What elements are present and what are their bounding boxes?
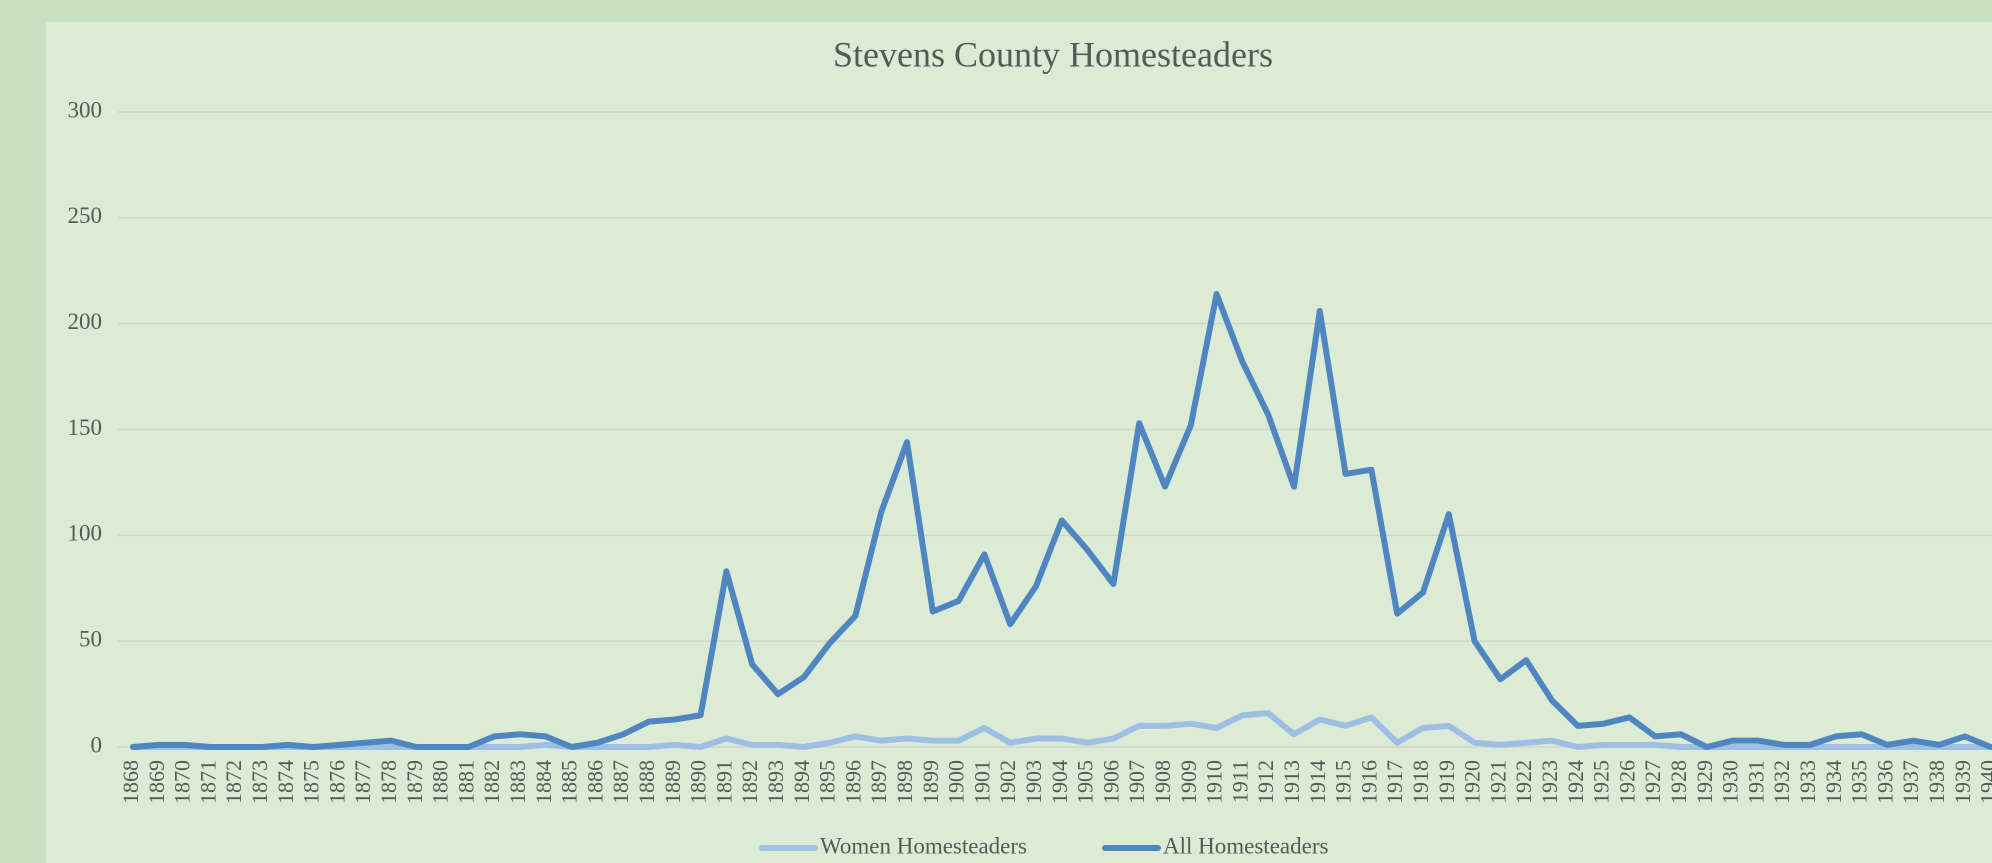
x-tick-label: 1881 [453,760,478,804]
x-tick-label: 1936 [1872,760,1897,804]
x-tick-label: 1899 [918,760,943,804]
x-tick-label: 1903 [1021,760,1046,804]
x-tick-label: 1938 [1924,760,1949,804]
x-tick-label: 1917 [1382,760,1407,804]
y-tick-label: 50 [79,626,102,651]
x-tick-label: 1901 [969,760,994,804]
x-tick-label: 1890 [686,760,711,804]
x-tick-label: 1932 [1769,760,1794,804]
x-tick-label: 1897 [866,760,891,804]
x-tick-label: 1925 [1589,760,1614,804]
x-tick-label: 1896 [840,760,865,804]
x-tick-label: 1888 [634,760,659,804]
x-tick-label: 1898 [892,760,917,804]
x-tick-label: 1905 [1073,760,1098,804]
x-tick-label: 1940 [1976,760,1992,804]
x-tick-label: 1916 [1356,760,1381,804]
x-tick-label: 1872 [221,760,246,804]
x-tick-label: 1911 [1227,760,1252,803]
x-tick-label: 1874 [273,760,298,804]
x-tick-label: 1907 [1124,760,1149,804]
x-tick-label: 1883 [505,760,530,804]
x-tick-label: 1871 [195,760,220,804]
y-tick-label: 200 [68,309,103,334]
y-tick-label: 150 [68,415,103,440]
x-tick-label: 1908 [1150,760,1175,804]
y-tick-label: 100 [68,521,103,546]
x-tick-label: 1913 [1279,760,1304,804]
x-tick-label: 1876 [324,760,349,804]
x-tick-label: 1918 [1408,760,1433,804]
x-tick-label: 1887 [608,760,633,804]
x-tick-label: 1885 [557,760,582,804]
x-tick-label: 1910 [1202,760,1227,804]
x-tick-label: 1921 [1485,760,1510,804]
x-tick-label: 1922 [1511,760,1536,804]
x-tick-label: 1926 [1614,760,1639,804]
x-tick-label: 1902 [995,760,1020,804]
x-tick-label: 1873 [247,760,272,804]
x-tick-label: 1930 [1718,760,1743,804]
x-tick-label: 1909 [1176,760,1201,804]
x-tick-label: 1937 [1898,760,1923,804]
x-tick-label: 1884 [531,760,556,804]
y-tick-label: 300 [68,97,103,122]
x-tick-label: 1875 [299,760,324,804]
x-tick-label: 1928 [1666,760,1691,804]
x-tick-label: 1891 [711,760,736,804]
x-tick-label: 1868 [118,760,143,804]
x-tick-label: 1894 [789,760,814,804]
x-tick-label: 1935 [1847,760,1872,804]
legend-label: All Homesteaders [1163,833,1328,858]
x-tick-label: 1878 [376,760,401,804]
x-tick-label: 1882 [479,760,504,804]
x-tick-label: 1879 [402,760,427,804]
x-tick-label: 1895 [815,760,840,804]
chart-area [46,22,1992,863]
x-tick-label: 1934 [1821,760,1846,804]
x-tick-label: 1919 [1434,760,1459,804]
x-tick-label: 1904 [1047,760,1072,804]
x-tick-label: 1931 [1743,760,1768,804]
x-tick-label: 1870 [170,760,195,804]
x-tick-label: 1900 [944,760,969,804]
x-tick-label: 1869 [144,760,169,804]
x-tick-label: 1880 [428,760,453,804]
x-tick-label: 1915 [1331,760,1356,804]
x-tick-label: 1924 [1563,760,1588,804]
y-tick-label: 250 [68,203,103,228]
x-tick-label: 1877 [350,760,375,804]
data-line [130,291,1992,750]
x-tick-label: 1920 [1460,760,1485,804]
x-tick-label: 1939 [1950,760,1975,804]
x-tick-label: 1892 [737,760,762,804]
x-tick-label: 1923 [1537,760,1562,804]
legend-label: Women Homesteaders [820,833,1027,858]
x-tick-label: 1914 [1305,760,1330,804]
x-tick-label: 1912 [1253,760,1278,804]
x-tick-label: 1893 [763,760,788,804]
x-tick-label: 1889 [660,760,685,804]
x-tick-label: 1929 [1692,760,1717,804]
x-tick-label: 1927 [1640,760,1665,804]
x-tick-label: 1906 [1098,760,1123,804]
x-tick-label: 1886 [582,760,607,804]
chart-title: Stevens County Homesteaders [833,34,1273,74]
y-tick-label: 0 [91,732,103,757]
x-tick-label: 1933 [1795,760,1820,804]
